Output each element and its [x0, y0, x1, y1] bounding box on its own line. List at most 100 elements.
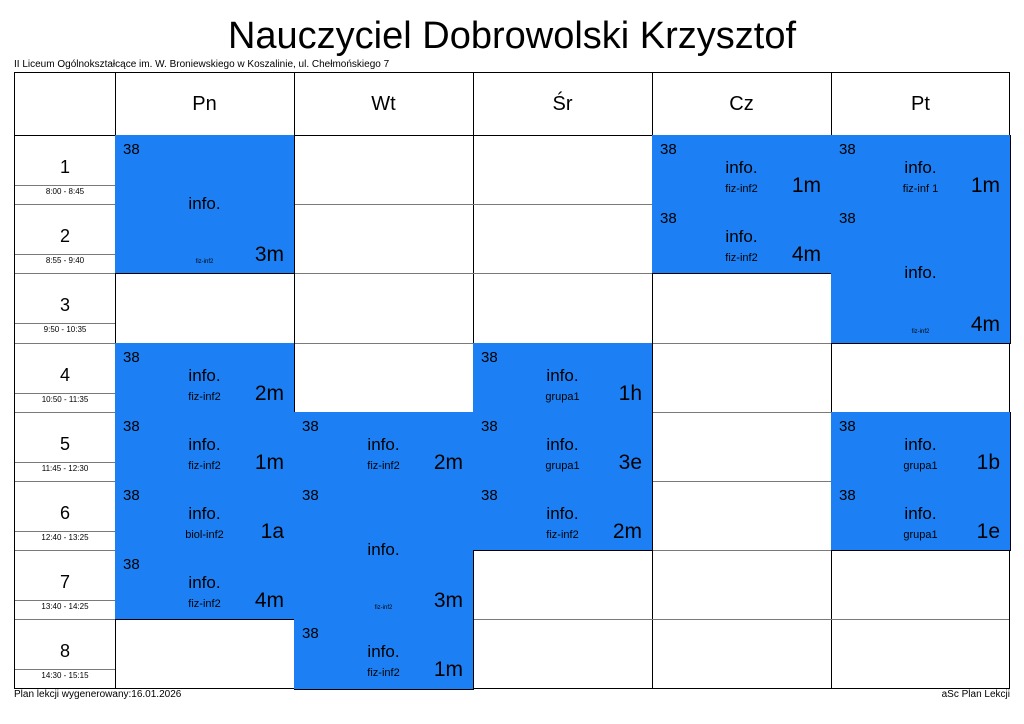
period-number: 2	[59, 226, 70, 247]
period-time: 13:40 - 14:25	[41, 602, 89, 612]
day-header-4: Cz	[729, 92, 754, 115]
lesson-group: grupa1	[903, 529, 938, 541]
row-divider	[15, 204, 1009, 206]
lesson-card: 38 info. biol-inf2 1a	[115, 481, 295, 552]
lesson-group: fiz-inf2	[725, 252, 758, 265]
period-number: 1	[59, 157, 70, 177]
period-label: 7 13:40 - 14:25	[15, 550, 115, 619]
lesson-room: 38	[123, 417, 140, 435]
period-number: 6	[59, 503, 70, 523]
lesson-room: 38	[302, 625, 319, 643]
lesson-class: 2m	[612, 520, 642, 543]
lesson-card: 38 info. fiz-inf2 2m	[115, 342, 295, 413]
period-label: 2 8:55 - 9:40	[15, 204, 115, 273]
day-header-2: Wt	[371, 92, 396, 115]
lesson-subject: info.	[904, 504, 937, 523]
period-number: 7	[59, 572, 70, 593]
period-label: 5 11:45 - 12:30	[15, 412, 115, 481]
lesson-class: 3m	[254, 243, 284, 267]
lesson-room: 38	[302, 487, 319, 504]
lesson-card: 38 info. grupa1 1h	[473, 342, 653, 413]
lesson-class: 2m	[254, 381, 284, 405]
lesson-subject: info.	[188, 365, 221, 385]
column-divider	[831, 73, 832, 688]
lesson-group: fiz-inf2	[367, 459, 400, 472]
lesson-class: 1m	[791, 174, 821, 197]
page-title: Nauczyciel Dobrowolski Krzysztof	[227, 15, 797, 57]
lesson-card: 38 info. fiz-inf2 1m	[294, 619, 474, 690]
lesson-class: 1e	[976, 520, 1000, 543]
period-time-divider	[15, 669, 115, 671]
lesson-group: grupa1	[545, 390, 580, 403]
lesson-card: 38 info. fiz-inf2 2m	[473, 481, 653, 552]
lesson-room: 38	[839, 417, 856, 435]
lesson-room: 38	[839, 141, 856, 158]
period-time-divider	[15, 531, 115, 532]
period-label: 8 14:30 - 15:15	[15, 619, 115, 688]
school-name: II Liceum Ogólnokształcące im. W. Bronie…	[14, 59, 390, 70]
period-label: 6 12:40 - 13:25	[15, 481, 115, 550]
lesson-group: fiz-inf2	[546, 529, 579, 541]
lesson-card: 38 info. fiz-inf2 4m	[831, 204, 1011, 344]
period-time-divider	[15, 323, 115, 325]
period-time: 10:50 - 11:35	[41, 394, 89, 404]
lesson-room: 38	[481, 487, 498, 504]
period-time-divider	[15, 600, 115, 602]
row-divider	[15, 273, 1009, 275]
lesson-class: 3m	[433, 589, 463, 613]
period-number: 5	[59, 433, 70, 454]
lesson-group: fiz-inf2	[374, 605, 393, 612]
lesson-card: 38 info. fiz-inf2 4m	[652, 204, 832, 275]
lesson-subject: info.	[904, 158, 937, 177]
lesson-room: 38	[123, 348, 140, 366]
lesson-group: grupa1	[545, 459, 580, 472]
lesson-class: 4m	[791, 243, 821, 267]
lesson-subject: info.	[188, 434, 221, 454]
lesson-card: 38 info. grupa1 1b	[831, 411, 1011, 482]
lesson-class: 1a	[260, 520, 284, 543]
header-divider	[15, 135, 1009, 136]
lesson-card: 38 info. fiz-inf2 1m	[115, 411, 295, 482]
lesson-room: 38	[123, 556, 140, 574]
lesson-subject: info.	[904, 263, 937, 283]
lesson-group: fiz-inf2	[367, 667, 400, 680]
app-name: aSc Plan Lekcji	[941, 689, 1010, 700]
period-label: 1 8:00 - 8:45	[15, 135, 115, 204]
lesson-subject: info.	[725, 227, 758, 247]
period-time-divider	[15, 392, 115, 394]
period-label: 3 9:50 - 10:35	[15, 273, 115, 342]
lesson-subject: info.	[725, 158, 758, 177]
period-time: 8:00 - 8:45	[45, 187, 85, 196]
lesson-class: 3e	[618, 450, 642, 474]
lesson-class: 4m	[970, 312, 1000, 336]
period-time-divider	[15, 254, 115, 256]
period-time: 11:45 - 12:30	[41, 463, 89, 473]
period-label: 4 10:50 - 11:35	[15, 343, 115, 412]
lesson-room: 38	[123, 487, 140, 504]
lesson-subject: info.	[546, 434, 579, 454]
lesson-group: fiz-inf 1	[902, 183, 939, 195]
lesson-group: fiz-inf2	[725, 183, 758, 195]
lesson-card: 38 info. fiz-inf2 3m	[294, 481, 474, 621]
lesson-class: 4m	[254, 589, 284, 613]
lesson-room: 38	[839, 487, 856, 504]
period-time: 12:40 - 13:25	[41, 533, 89, 542]
lesson-group: fiz-inf2	[188, 598, 221, 611]
lesson-class: 1m	[254, 450, 284, 474]
lesson-room: 38	[660, 141, 677, 158]
lesson-class: 1m	[970, 174, 1000, 197]
period-time: 8:55 - 9:40	[45, 256, 85, 266]
lesson-group: fiz-inf2	[188, 390, 221, 403]
lesson-subject: info.	[546, 504, 579, 523]
lesson-subject: info.	[188, 573, 221, 593]
lesson-subject: info.	[188, 504, 221, 523]
row-divider	[15, 619, 1009, 621]
period-number: 4	[59, 364, 70, 385]
period-time: 14:30 - 15:15	[41, 671, 89, 681]
lesson-room: 38	[839, 210, 856, 228]
lesson-class: 1m	[433, 658, 463, 682]
lesson-room: 38	[302, 417, 319, 435]
lesson-room: 38	[481, 348, 498, 366]
lesson-card: 38 info. fiz-inf2 2m	[294, 411, 474, 482]
lesson-card: 38 info. fiz-inf2 1m	[652, 135, 832, 206]
